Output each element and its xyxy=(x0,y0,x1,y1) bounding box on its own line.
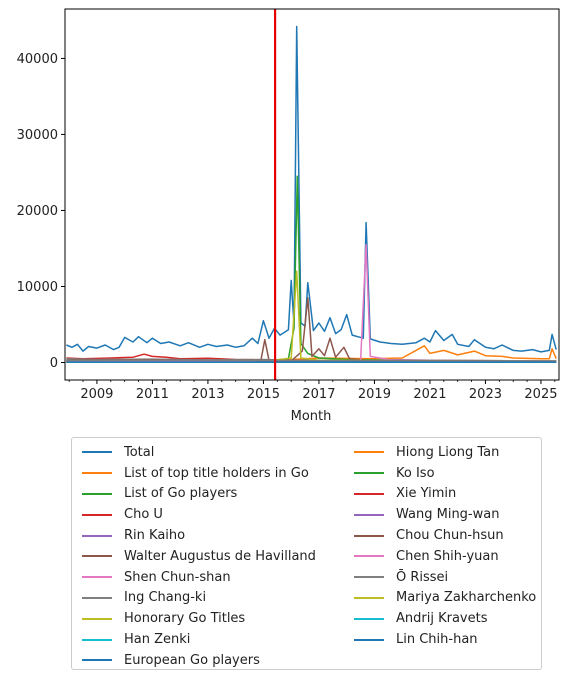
x-tick-label: 2025 xyxy=(524,387,557,402)
legend-swatch xyxy=(354,638,384,641)
x-tick-label: 2011 xyxy=(136,387,169,402)
legend-entry: Walter Augustus de Havilland xyxy=(82,546,316,567)
legend-column-right: Hiong Liong Tan Ko Iso Xie Yimin Wang Ming-… xyxy=(354,442,536,650)
legend-swatch xyxy=(354,576,384,579)
legend-swatch xyxy=(82,534,112,537)
legend-label: List of Go players xyxy=(124,486,238,502)
legend-entry: European Go players xyxy=(82,650,316,671)
x-tick-label: 2015 xyxy=(247,387,280,402)
legend-label: Honorary Go Titles xyxy=(124,611,246,627)
x-tick-label: 2019 xyxy=(358,387,391,402)
legend-label: List of top title holders in Go xyxy=(124,465,309,481)
legend-label: Ko Iso xyxy=(396,465,435,481)
legend-swatch xyxy=(82,617,112,620)
y-tick-label: 40000 xyxy=(17,52,58,67)
legend-label: Wang Ming-wan xyxy=(396,507,500,523)
legend-entry: Shen Chun-shan xyxy=(82,567,316,588)
legend-swatch xyxy=(354,472,384,475)
legend-swatch xyxy=(82,513,112,516)
legend-swatch xyxy=(82,492,112,495)
legend-label: Lin Chih-han xyxy=(396,632,478,648)
legend-label: Walter Augustus de Havilland xyxy=(124,548,316,564)
series-line-5 xyxy=(66,297,557,363)
legend-label: Chou Chun-hsun xyxy=(396,528,504,544)
legend-entry: List of Go players xyxy=(82,484,316,505)
legend-entry: Hiong Liong Tan xyxy=(354,442,536,463)
legend-label: Xie Yimin xyxy=(396,486,457,502)
legend-swatch xyxy=(354,492,384,495)
legend-swatch xyxy=(82,659,112,662)
legend-label: Shen Chun-shan xyxy=(124,569,231,585)
legend-swatch xyxy=(354,617,384,620)
x-tick-label: 2009 xyxy=(80,387,113,402)
y-tick-label: 30000 xyxy=(17,128,58,143)
y-tick-label: 0 xyxy=(50,356,58,371)
legend-swatch xyxy=(82,596,112,599)
x-tick-label: 2021 xyxy=(413,387,446,402)
y-tick-label: 10000 xyxy=(17,280,58,295)
plot-frame xyxy=(64,8,560,381)
legend-entry: List of top title holders in Go xyxy=(82,463,316,484)
legend-entry: Han Zenki xyxy=(82,629,316,650)
legend-swatch xyxy=(354,555,384,558)
legend: Total List of top title holders in Go List… xyxy=(71,437,542,670)
legend-label: Chen Shih-yuan xyxy=(396,548,499,564)
legend-column-left: Total List of top title holders in Go List… xyxy=(82,442,316,671)
legend-swatch xyxy=(354,596,384,599)
legend-entry: Wang Ming-wan xyxy=(354,504,536,525)
x-axis-label: Month xyxy=(291,409,332,424)
legend-swatch xyxy=(354,513,384,516)
legend-entry: Chen Shih-yuan xyxy=(354,546,536,567)
legend-swatch xyxy=(82,576,112,579)
legend-swatch xyxy=(82,555,112,558)
legend-swatch xyxy=(82,451,112,454)
legend-entry: Total xyxy=(82,442,316,463)
x-tick-label: 2017 xyxy=(302,387,335,402)
legend-swatch xyxy=(354,451,384,454)
legend-label: Mariya Zakharchenko xyxy=(396,590,537,606)
legend-swatch xyxy=(82,638,112,641)
x-tick-label: 2013 xyxy=(191,387,224,402)
plot-area: 0 10000 20000 30000 40000 2009 2011 2013 2015 201… xyxy=(17,8,560,402)
legend-entry: Ing Chang-ki xyxy=(82,588,316,609)
series-line-17 xyxy=(66,359,557,363)
legend-label: European Go players xyxy=(124,652,260,668)
legend-label: Total xyxy=(124,444,155,460)
legend-entry: Andrij Kravets xyxy=(354,608,536,629)
legend-swatch xyxy=(354,534,384,537)
legend-label: Hiong Liong Tan xyxy=(396,444,500,460)
series-line-2 xyxy=(66,175,557,363)
y-tick-label: 20000 xyxy=(17,204,58,219)
legend-label: Cho U xyxy=(124,507,163,523)
legend-label: Han Zenki xyxy=(124,632,191,648)
legend-label: Ing Chang-ki xyxy=(124,590,207,606)
series-line-0 xyxy=(66,25,557,353)
x-tick-label: 2023 xyxy=(469,387,502,402)
legend-entry: Honorary Go Titles xyxy=(82,608,316,629)
legend-entry: Lin Chih-han xyxy=(354,629,536,650)
legend-entry: Mariya Zakharchenko xyxy=(354,588,536,609)
legend-label: Andrij Kravets xyxy=(396,611,488,627)
legend-label: Rin Kaiho xyxy=(124,528,186,544)
legend-entry: Rin Kaiho xyxy=(82,525,316,546)
legend-entry: Ō Rissei xyxy=(354,567,536,588)
legend-entry: Cho U xyxy=(82,504,316,525)
legend-label: Ō Rissei xyxy=(396,569,449,585)
legend-swatch xyxy=(82,472,112,475)
legend-entry: Ko Iso xyxy=(354,463,536,484)
legend-entry: Xie Yimin xyxy=(354,484,536,505)
legend-entry: Chou Chun-hsun xyxy=(354,525,536,546)
